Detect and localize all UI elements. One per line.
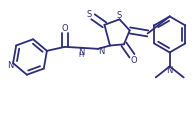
Text: S: S bbox=[86, 10, 92, 19]
Text: N: N bbox=[7, 60, 13, 69]
Text: O: O bbox=[62, 24, 68, 33]
Text: O: O bbox=[131, 55, 138, 64]
Text: S: S bbox=[117, 11, 122, 20]
Text: H: H bbox=[78, 51, 83, 57]
Text: N: N bbox=[78, 48, 84, 57]
Text: N: N bbox=[167, 65, 173, 74]
Text: N: N bbox=[98, 47, 104, 56]
